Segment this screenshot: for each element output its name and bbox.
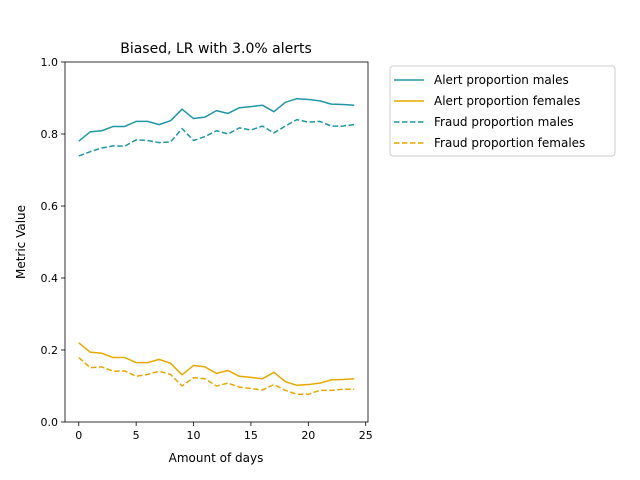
y-tick-label: 1.0: [41, 56, 59, 69]
y-axis-label: Metric Value: [14, 205, 28, 279]
chart-title: Biased, LR with 3.0% alerts: [120, 41, 312, 57]
x-tick-label: 25: [359, 429, 373, 442]
legend-label-2: Alert proportion females: [434, 94, 580, 108]
x-axis-label: Amount of days: [169, 451, 264, 465]
y-tick-label: 0.0: [41, 416, 59, 429]
y-tick-label: 0.8: [41, 128, 59, 141]
plot-area: 0 5 10 15 20 25 0.0 0.2 0.4 0.6 0.8 1.0: [41, 56, 373, 442]
y-tick-label: 0.2: [41, 344, 59, 357]
legend-label-1: Alert proportion males: [434, 73, 569, 87]
legend: Alert proportion males Alert proportion f…: [389, 65, 616, 157]
x-tick-label: 20: [301, 429, 315, 442]
legend-label-4: Fraud proportion females: [434, 136, 585, 150]
axes-frame: [64, 61, 369, 423]
y-tick-label: 0.4: [41, 272, 59, 285]
series-line-1: [78, 97, 355, 142]
series-line-4: [78, 356, 355, 396]
series-line-3: [78, 118, 355, 157]
x-tick-label: 10: [187, 429, 201, 442]
x-tick-label: 5: [133, 429, 140, 442]
series-line-2: [78, 342, 355, 387]
legend-label-3: Fraud proportion males: [434, 115, 574, 129]
x-tick-label: 0: [75, 429, 82, 442]
legend-box: [389, 65, 616, 157]
x-tick-label: 15: [244, 429, 258, 442]
y-tick-label: 0.6: [41, 200, 59, 213]
